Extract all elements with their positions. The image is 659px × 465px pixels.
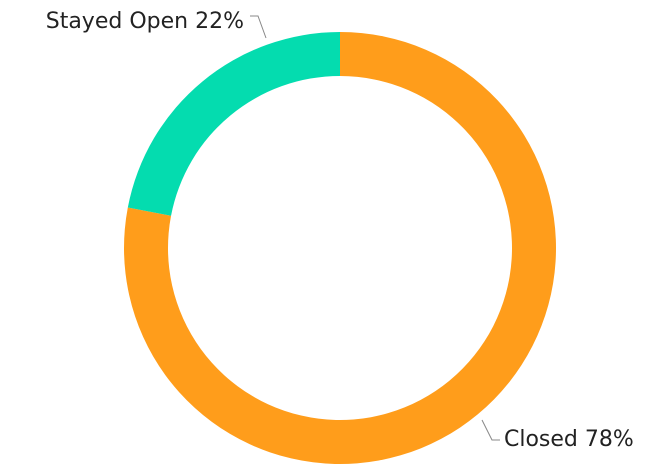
leader-line <box>250 15 267 39</box>
slice-label: Stayed Open 22% <box>46 9 244 34</box>
leader-line <box>481 419 500 441</box>
slice-category: Closed <box>504 427 578 452</box>
slice-category: Stayed Open <box>46 9 188 34</box>
donut-slice <box>127 31 340 216</box>
slice-value: 22% <box>195 9 244 34</box>
slice-label: Closed 78% <box>504 427 634 452</box>
slice-value: 78% <box>585 427 634 452</box>
